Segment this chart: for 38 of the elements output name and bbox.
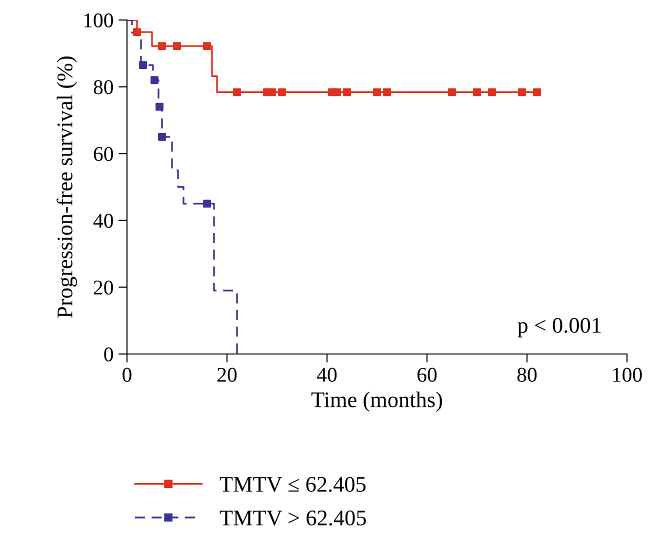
y-tick-label: 60 bbox=[94, 146, 114, 162]
point bbox=[533, 88, 541, 96]
x-tick-label: 60 bbox=[417, 368, 437, 382]
point bbox=[518, 88, 526, 96]
point bbox=[133, 28, 141, 36]
point bbox=[173, 42, 181, 50]
legend-label: TMTV ≤ 62.405 bbox=[220, 476, 366, 492]
x-tick-label: 40 bbox=[316, 368, 337, 382]
y-tick-label: 100 bbox=[84, 13, 114, 28]
point bbox=[158, 132, 166, 141]
x-axis-title: Time (months) bbox=[311, 392, 442, 412]
point bbox=[333, 88, 341, 96]
point bbox=[488, 88, 496, 96]
point bbox=[448, 88, 456, 96]
x-tick-label: 100 bbox=[613, 368, 642, 382]
legend-label: TMTV > 62.405 bbox=[220, 510, 366, 526]
point bbox=[278, 88, 286, 96]
point bbox=[158, 42, 166, 50]
point bbox=[343, 88, 351, 96]
y-tick-label: 0 bbox=[104, 347, 114, 362]
y-tick-label: 40 bbox=[93, 214, 114, 228]
x-tick-label: 80 bbox=[517, 368, 537, 382]
point bbox=[373, 88, 381, 96]
point bbox=[473, 88, 481, 96]
point bbox=[150, 76, 158, 84]
point bbox=[203, 42, 211, 50]
y-tick-label: 20 bbox=[94, 280, 114, 295]
y-axis-title: Progression-free survival (%) bbox=[56, 56, 77, 318]
annotation: p < 0.001 bbox=[518, 318, 601, 338]
point bbox=[203, 200, 211, 208]
point bbox=[383, 88, 391, 96]
point bbox=[139, 61, 147, 70]
point bbox=[268, 88, 276, 96]
point bbox=[156, 102, 164, 111]
point bbox=[233, 88, 241, 96]
y-tick-label: 80 bbox=[94, 80, 114, 94]
x-tick-label: 0 bbox=[122, 368, 132, 382]
x-tick-label: 20 bbox=[218, 368, 237, 382]
